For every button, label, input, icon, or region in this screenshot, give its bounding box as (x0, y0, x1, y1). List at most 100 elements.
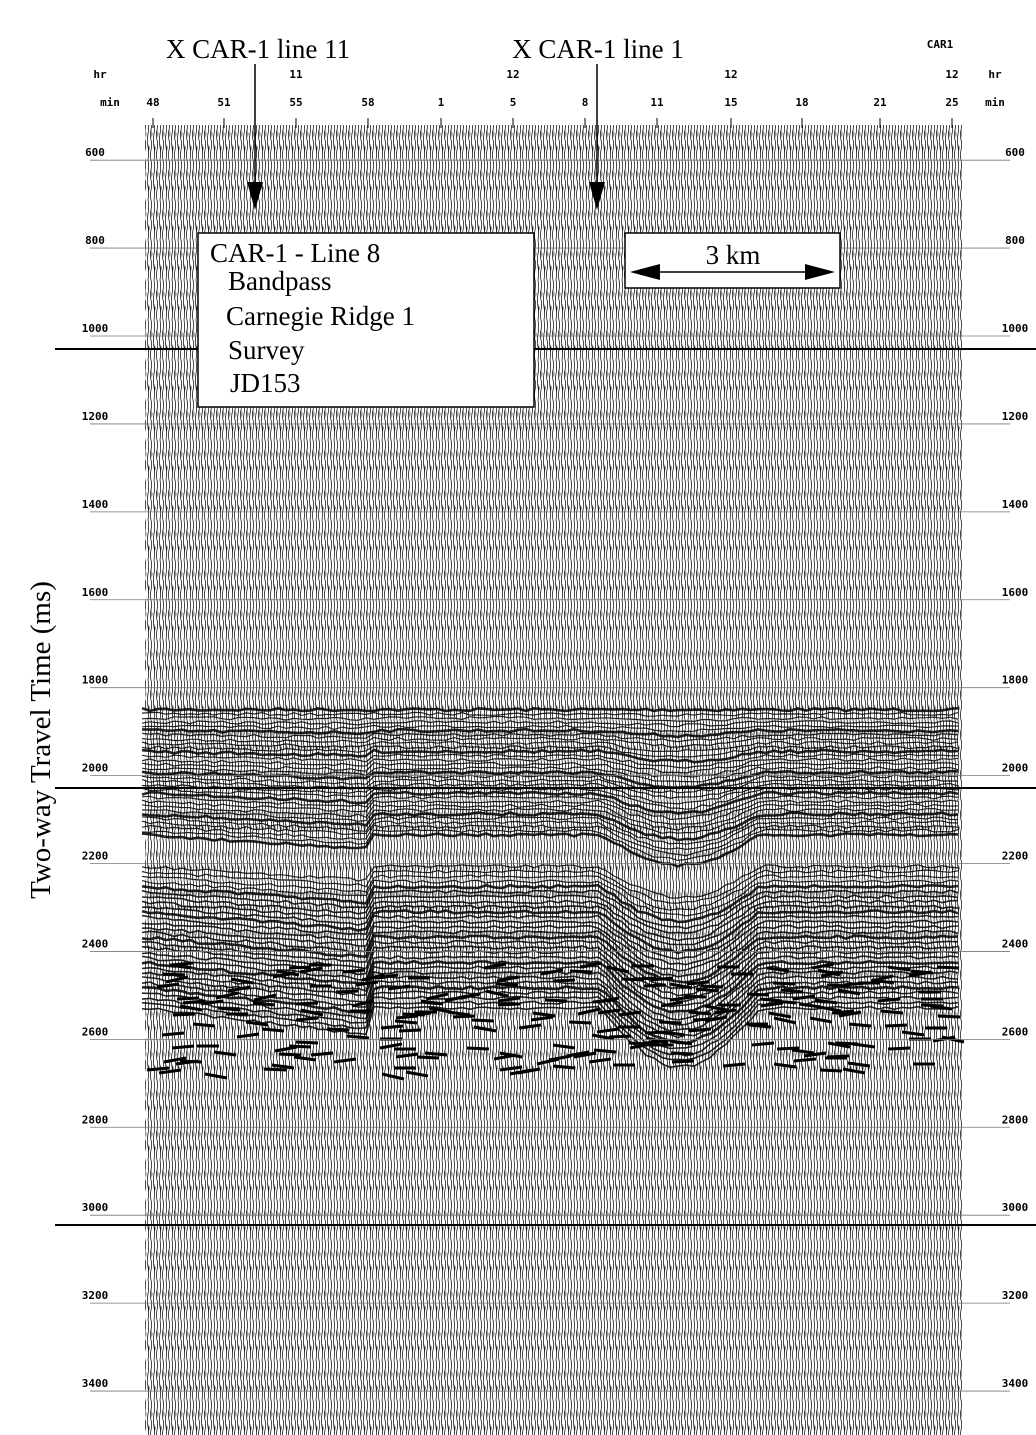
hour-label: 12 (945, 68, 958, 81)
minute-label: 11 (650, 96, 664, 109)
reflector (263, 1067, 287, 1072)
reflector (588, 1057, 612, 1064)
reflector (141, 924, 959, 972)
y-tick-label: 2600 (1002, 1025, 1029, 1038)
info-line: CAR-1 - Line 8 (210, 238, 380, 268)
reflector (141, 753, 959, 769)
reflector (645, 1036, 669, 1045)
reflector (593, 1048, 617, 1054)
reflector (141, 869, 959, 904)
reflector (819, 1068, 843, 1073)
reflector (141, 832, 959, 868)
reflector (773, 999, 797, 1005)
reflector (596, 1027, 620, 1034)
reflector (253, 993, 277, 1002)
reflector (791, 1048, 815, 1055)
reflector (355, 980, 379, 987)
reflector (271, 1063, 295, 1070)
minute-label: 25 (945, 96, 958, 109)
reflector (831, 1009, 855, 1015)
minute-label: 51 (217, 96, 231, 109)
reflector (215, 991, 239, 1000)
reflector (158, 1068, 182, 1075)
y-tick-label: 1800 (1002, 674, 1029, 687)
reflector (772, 981, 796, 986)
reflector (204, 1072, 228, 1080)
reflector (217, 1006, 241, 1012)
reflector (141, 939, 959, 989)
reflector (660, 1000, 684, 1008)
reflector (141, 745, 959, 758)
scale-box (624, 232, 841, 289)
reflector (793, 1057, 817, 1063)
reflector (483, 962, 507, 970)
reflector (499, 1065, 523, 1072)
y-tick-label: 1400 (82, 498, 109, 511)
reflector (597, 1008, 621, 1015)
reflector (424, 1051, 448, 1057)
y-tick-label: 600 (85, 146, 105, 159)
reflector (162, 972, 186, 977)
reflector (700, 984, 724, 989)
reflector (387, 984, 411, 991)
reflector (937, 1014, 961, 1019)
reflector (379, 1042, 403, 1050)
reflector (536, 1057, 560, 1066)
reflector (722, 1062, 746, 1068)
reflector (447, 1010, 471, 1017)
reflector (141, 919, 959, 966)
reflector (141, 748, 959, 764)
reflector (495, 982, 519, 987)
reflector (773, 1016, 797, 1025)
reflector (141, 720, 959, 728)
reflector (141, 990, 959, 1050)
minute-label: min (985, 96, 1005, 109)
reflector (380, 1024, 404, 1030)
reflector (141, 889, 959, 930)
reflector (838, 1010, 862, 1018)
reflector (887, 1046, 911, 1051)
reflector (141, 975, 959, 1032)
crossing-marker: X CAR-1 line 1 (512, 34, 684, 64)
reflector (146, 1066, 170, 1072)
reflector (141, 778, 959, 799)
reflector (792, 994, 816, 1001)
reflector (395, 1052, 419, 1059)
reflector (814, 998, 838, 1005)
reflector (692, 1017, 716, 1022)
reflector (141, 984, 959, 1045)
hour-label: 11 (289, 68, 303, 81)
reflector (497, 996, 521, 1003)
reflector (704, 1004, 728, 1012)
reflector (141, 864, 959, 899)
reflector (425, 992, 449, 1001)
reflector (141, 879, 959, 917)
reflector (381, 1072, 405, 1081)
reflector (887, 965, 911, 972)
reflector (288, 965, 312, 970)
reflector (591, 1033, 615, 1041)
reflector (540, 968, 564, 976)
reflector (141, 904, 959, 946)
reflector (141, 929, 959, 978)
reflector (577, 1007, 601, 1016)
reflector (171, 1044, 195, 1050)
info-box (197, 232, 535, 408)
reflector (416, 1055, 440, 1060)
reflector (936, 965, 960, 970)
reflector (695, 987, 719, 993)
reflector (606, 965, 630, 974)
reflector (141, 782, 959, 805)
reflector (773, 1062, 797, 1069)
reflector (457, 992, 481, 1000)
reflector (141, 894, 959, 934)
info-line: Carnegie Ridge 1 (226, 301, 415, 331)
reflector (880, 1009, 904, 1015)
reflector (252, 1001, 276, 1007)
reflector (293, 1055, 317, 1062)
reflector (929, 1004, 953, 1011)
minute-label: 18 (795, 96, 808, 109)
reflector (141, 774, 959, 794)
corner-label: CAR1 (927, 38, 954, 51)
hour-label: hr (93, 68, 107, 81)
